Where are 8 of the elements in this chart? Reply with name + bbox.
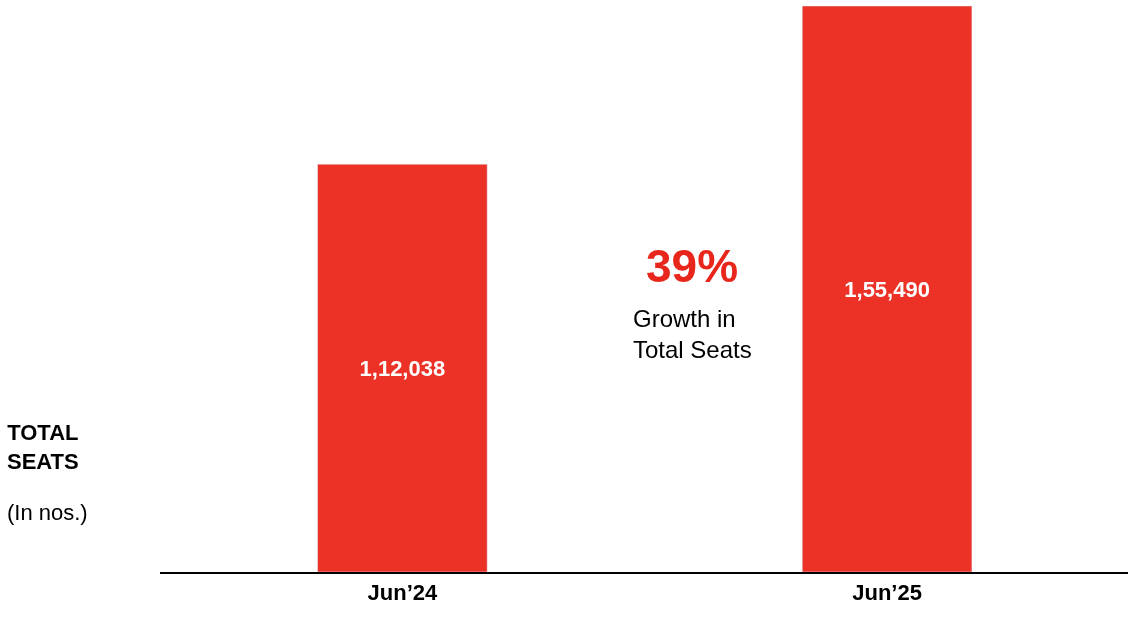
y-axis-title: TOTAL SEATS bbox=[7, 420, 79, 474]
text: (In nos.) bbox=[7, 500, 88, 525]
data-label: 1,55,490 bbox=[844, 276, 930, 302]
annotation: 39% bbox=[646, 240, 739, 292]
data-label: 1,12,038 bbox=[359, 355, 446, 381]
annotation: Growth in Total Seats bbox=[633, 305, 752, 364]
x-tick-label: Jun’24 bbox=[367, 580, 438, 606]
x-tick-label: Jun’25 bbox=[852, 580, 922, 606]
